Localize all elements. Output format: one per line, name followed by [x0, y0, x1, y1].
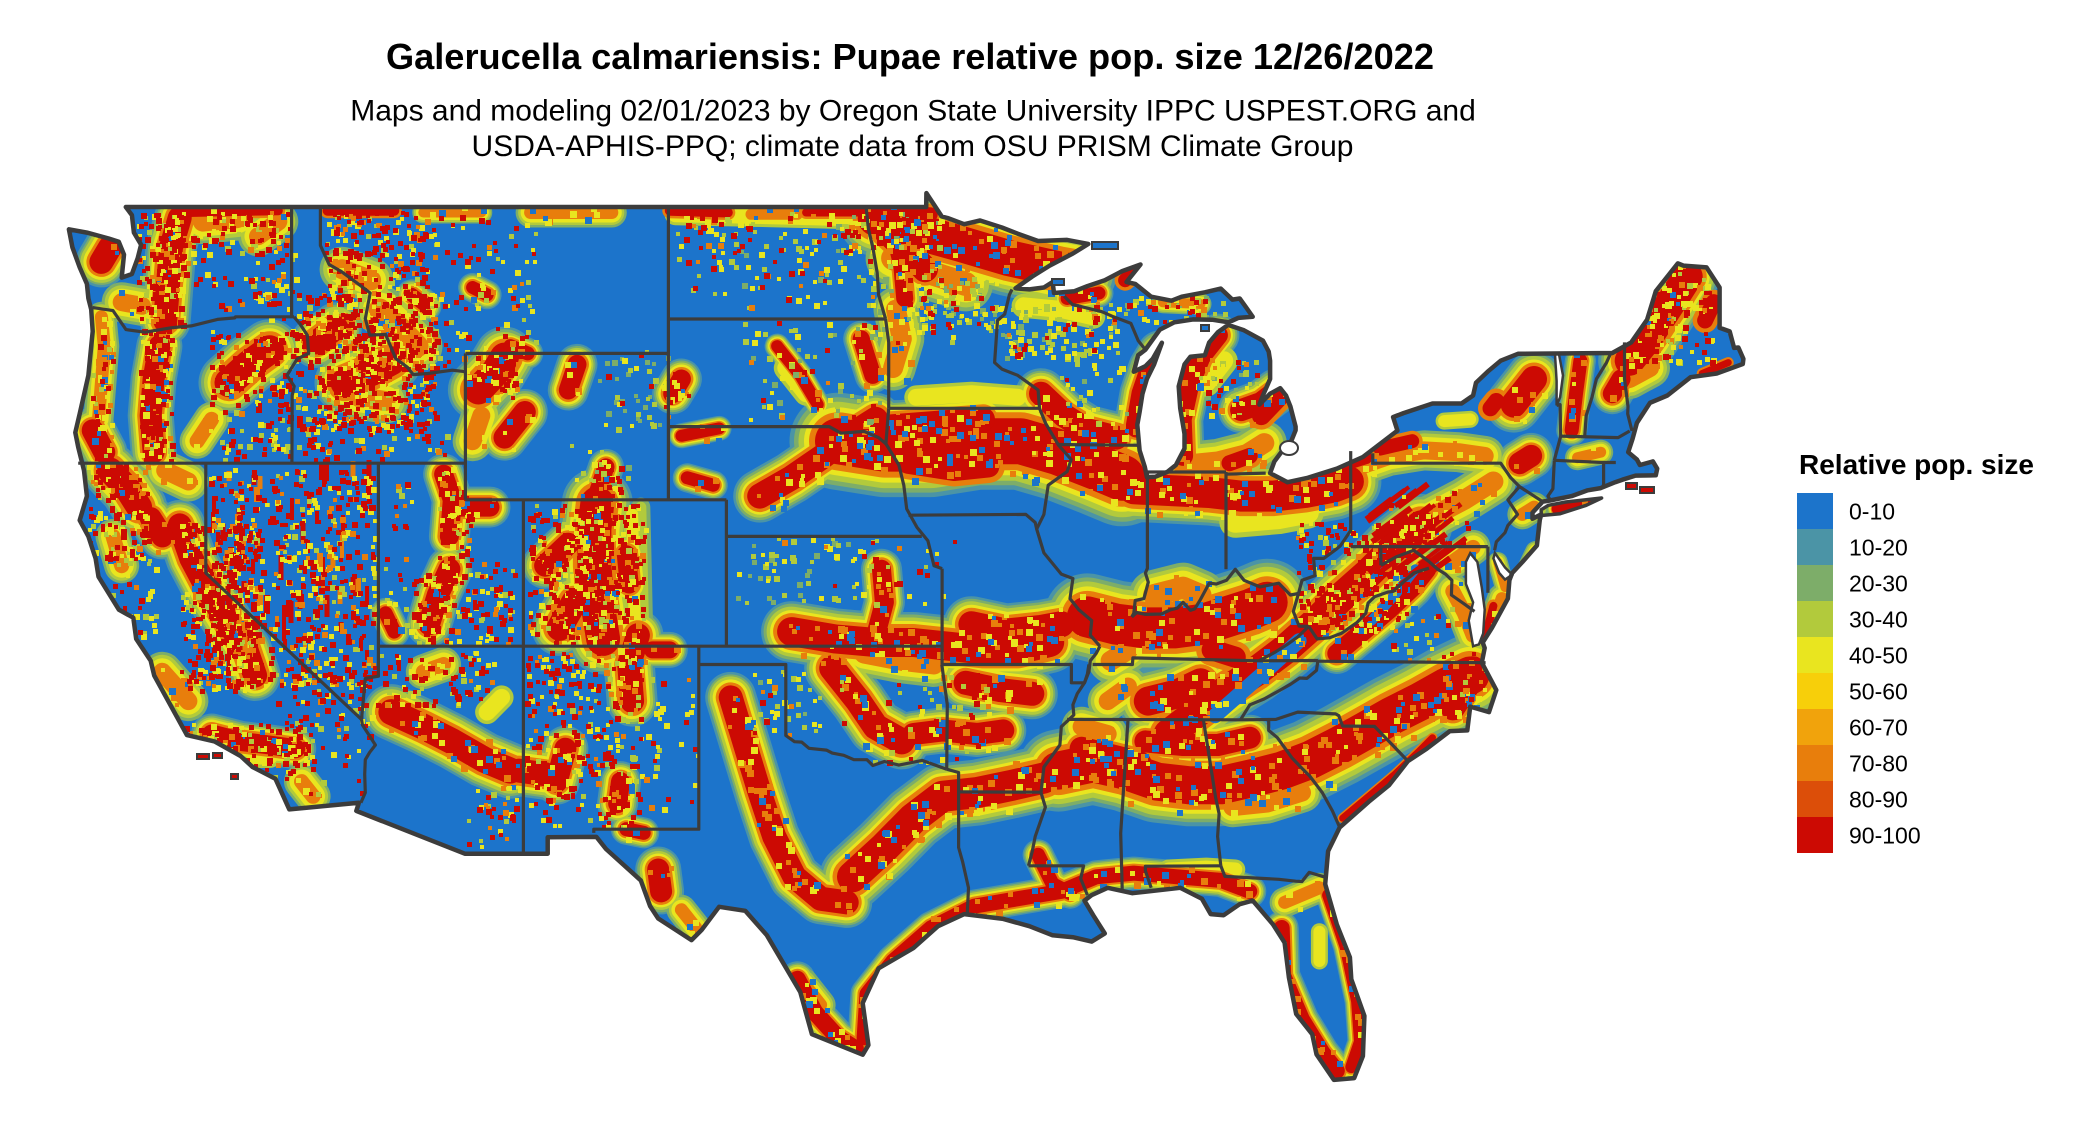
svg-text:10-20: 10-20 [1849, 534, 1908, 560]
svg-text:60-70: 60-70 [1849, 714, 1908, 740]
svg-text:70-80: 70-80 [1849, 750, 1908, 776]
svg-text:20-30: 20-30 [1849, 570, 1908, 596]
svg-text:0-10: 0-10 [1849, 498, 1895, 524]
svg-text:Relative pop. size: Relative pop. size [1799, 449, 2034, 480]
svg-text:30-40: 30-40 [1849, 606, 1908, 632]
svg-text:Galerucella calmariensis: Pupa: Galerucella calmariensis: Pupae relative… [386, 36, 1434, 77]
svg-text:90-100: 90-100 [1849, 822, 1921, 848]
svg-text:USDA-APHIS-PPQ; climate data f: USDA-APHIS-PPQ; climate data from OSU PR… [472, 130, 1354, 163]
svg-text:Maps and modeling 02/01/2023 b: Maps and modeling 02/01/2023 by Oregon S… [350, 95, 1476, 128]
svg-text:80-90: 80-90 [1849, 786, 1908, 812]
svg-text:50-60: 50-60 [1849, 678, 1908, 704]
svg-text:40-50: 40-50 [1849, 642, 1908, 668]
